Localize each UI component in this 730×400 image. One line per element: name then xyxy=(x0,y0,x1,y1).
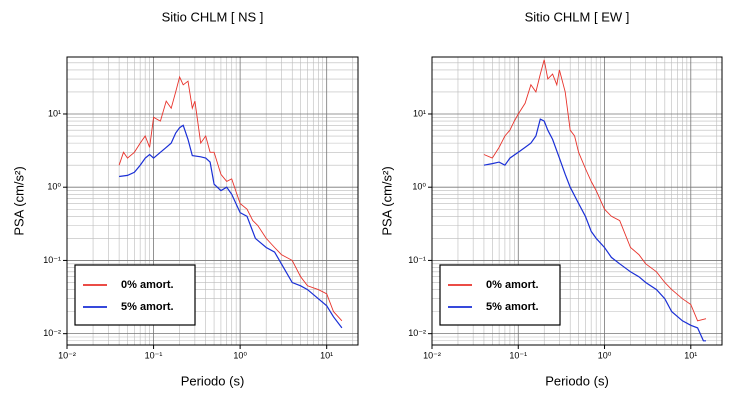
x-tick-label: 10⁻¹ xyxy=(509,350,527,360)
y-axis-label: PSA (cm/s²) xyxy=(11,166,26,235)
plot-frame xyxy=(66,56,359,346)
y-axis-label: PSA (cm/s²) xyxy=(379,166,394,235)
x-tick-label: 10⁰ xyxy=(598,350,612,360)
series-line xyxy=(119,124,343,329)
y-tick-label: 10⁻² xyxy=(408,328,426,338)
series-line xyxy=(118,75,343,322)
y-tick-label: 10⁻¹ xyxy=(43,255,61,265)
y-tick-label: 10¹ xyxy=(48,108,61,118)
x-axis-label: Periodo (s) xyxy=(181,373,245,388)
y-tick-label: 10⁰ xyxy=(47,182,61,192)
x-tick-label: 10⁻² xyxy=(423,350,441,360)
y-tick-label: 10¹ xyxy=(413,108,426,118)
plot-frame xyxy=(431,56,723,346)
legend-label: 5% amort. xyxy=(486,301,539,313)
chart-title: Sitio CHLM [ NS ] xyxy=(162,9,264,24)
series-line xyxy=(483,59,707,322)
legend-label: 0% amort. xyxy=(121,279,174,291)
y-tick-label: 10⁻¹ xyxy=(408,255,426,265)
series-line xyxy=(483,118,706,342)
x-axis-label: Periodo (s) xyxy=(545,373,609,388)
legend-box xyxy=(74,264,196,326)
y-tick-label: 10⁰ xyxy=(412,182,426,192)
legend-label: 0% amort. xyxy=(486,279,539,291)
chart-title: Sitio CHLM [ EW ] xyxy=(525,9,630,24)
x-tick-label: 10¹ xyxy=(684,350,697,360)
x-tick-label: 10¹ xyxy=(320,350,333,360)
y-tick-label: 10⁻² xyxy=(43,328,61,338)
x-tick-label: 10⁻² xyxy=(58,350,76,360)
x-tick-label: 10⁻¹ xyxy=(145,350,163,360)
legend-label: 5% amort. xyxy=(121,301,174,313)
x-tick-label: 10⁰ xyxy=(233,350,247,360)
legend-box xyxy=(439,264,561,326)
